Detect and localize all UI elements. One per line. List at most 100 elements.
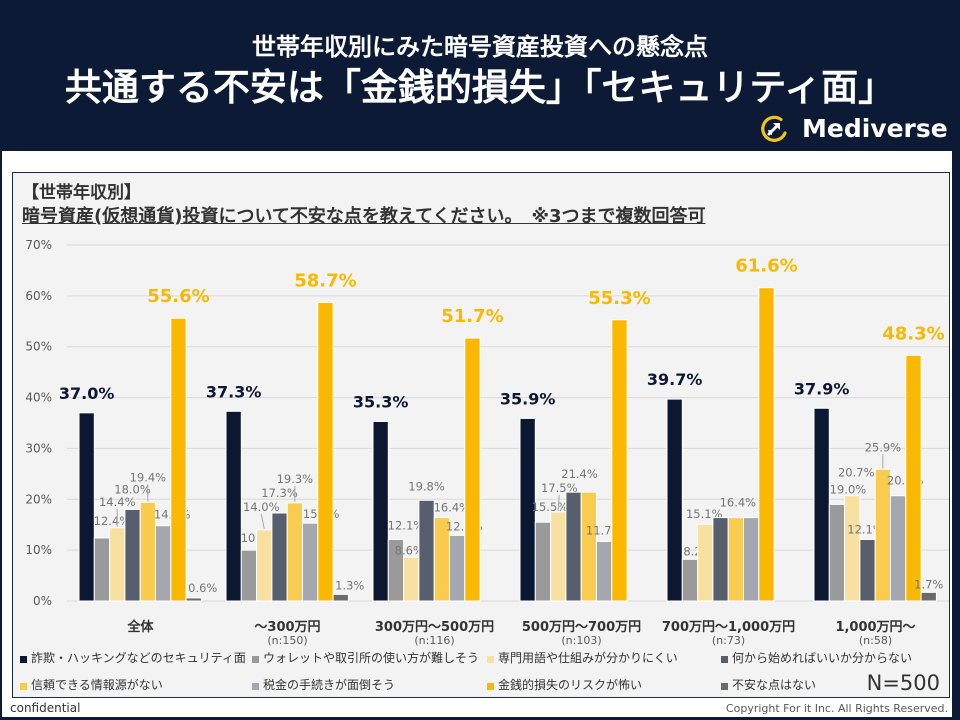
data-label: 25.9% — [865, 440, 902, 454]
brand-name: Mediverse — [802, 114, 948, 143]
bar — [905, 354, 922, 602]
legend-label: 不安な点はない — [732, 677, 817, 692]
data-label: 18.0% — [114, 482, 151, 496]
legend-item: 詐欺・ハッキングなどのセキュリティ面 — [20, 649, 246, 665]
data-label: 17.3% — [261, 486, 298, 500]
legend-label: 税金の手続きが面倒そう — [263, 677, 396, 692]
legend-swatch — [487, 683, 494, 690]
bar — [813, 407, 830, 602]
legend-swatch — [721, 656, 728, 663]
bar — [681, 558, 699, 602]
data-label: 20.7% — [838, 466, 875, 480]
legend-item: 不安な点はない — [721, 676, 816, 692]
legend-item: 専門用語や仕組みが分かりにくい — [487, 649, 678, 665]
y-tick-label: 40% — [25, 391, 52, 405]
bar — [93, 537, 111, 602]
bar — [124, 508, 141, 602]
bar — [844, 495, 861, 602]
legend-label: 金銭的損失のリスクが怖い — [498, 677, 643, 692]
data-label: 19.3% — [277, 472, 314, 486]
bar — [155, 525, 172, 602]
bar — [611, 319, 628, 602]
y-tick-label: 10% — [25, 543, 52, 557]
x-category-n: (n:58) — [859, 634, 892, 647]
y-tick-label: 70% — [25, 238, 52, 252]
bar — [185, 597, 202, 602]
data-label-highlight: 55.3% — [588, 288, 650, 309]
bar — [712, 517, 729, 602]
bar — [109, 527, 126, 602]
data-label-main: 35.3% — [353, 392, 409, 411]
x-category-n: (n:73) — [712, 634, 745, 647]
legend-item: ウォレットや取引所の使い方が難しそう — [252, 649, 479, 665]
page-title: 共通する不安は「金銭的損失」「セキュリティ面」 — [64, 66, 896, 109]
legend-label: 信頼できる情報源がない — [31, 677, 163, 692]
data-label: 16.4% — [434, 501, 471, 515]
x-category-n: (n:116) — [414, 634, 454, 647]
x-category-label: 500万円～700万円 — [522, 620, 641, 635]
x-category-label: ～300万円 — [254, 620, 320, 635]
bar — [271, 512, 288, 602]
bar — [372, 420, 389, 602]
bar — [697, 523, 714, 602]
leader-line — [260, 513, 265, 529]
bar — [418, 499, 435, 602]
data-label: 1.3% — [335, 578, 364, 592]
data-label-main: 37.0% — [59, 384, 115, 403]
bar — [519, 417, 536, 602]
confidential-label: confidential — [10, 701, 81, 715]
segment-tag: 【世帯年収別】 — [22, 183, 141, 203]
y-tick-label: 20% — [25, 492, 52, 506]
legend-label: 何から始めればいいか分からない — [732, 650, 913, 665]
legend-label: ウォレットや取引所の使い方が難しそう — [263, 650, 480, 665]
legend-swatch — [252, 683, 259, 690]
data-label: 19.8% — [408, 479, 445, 493]
data-label: 17.5% — [541, 481, 578, 495]
page-subtitle: 世帯年収別にみた暗号資産投資への懸念点 — [252, 33, 708, 61]
data-label: 8.6% — [395, 543, 424, 557]
data-label: 12.1% — [388, 518, 425, 532]
y-tick-label: 60% — [25, 289, 52, 303]
bar — [565, 491, 582, 602]
data-label: 1.7% — [914, 577, 943, 591]
legend-swatch — [20, 683, 27, 690]
bar — [78, 412, 95, 602]
bar — [302, 522, 319, 602]
x-category-label: 300万円～500万円 — [375, 620, 494, 635]
bar — [580, 491, 598, 602]
legend-item: 何から始めればいいか分からない — [721, 649, 912, 665]
bar — [828, 503, 846, 602]
legend-label: 詐欺・ハッキングなどのセキュリティ面 — [31, 650, 246, 665]
bar — [256, 529, 273, 602]
x-category-label: 700万円～1,000万円 — [662, 620, 795, 635]
bar — [534, 521, 552, 602]
data-label: 16.4% — [720, 496, 757, 510]
data-label: 0.6% — [188, 581, 217, 595]
legend-item: 信頼できる情報源がない — [20, 676, 163, 692]
bar — [464, 337, 481, 602]
bar — [225, 410, 242, 602]
bar — [550, 511, 567, 602]
sample-size: N=500 — [866, 671, 940, 695]
legend-swatch — [252, 656, 259, 663]
chart-card: 【世帯年収別】 暗号資産(仮想通貨)投資について不安な点を教えてください。 ※3… — [12, 172, 950, 698]
data-label-highlight: 61.6% — [735, 256, 797, 277]
bar — [317, 301, 334, 602]
x-category-label: 全体 — [126, 619, 154, 635]
bar — [286, 502, 304, 602]
data-label-main: 35.9% — [500, 389, 556, 408]
x-category-n: (n:150) — [267, 634, 307, 647]
legend-swatch — [20, 656, 27, 663]
bar — [332, 593, 349, 602]
data-label-highlight: 58.7% — [294, 270, 356, 291]
bar — [920, 591, 937, 602]
bar — [758, 287, 775, 602]
data-label-main: 37.9% — [794, 379, 850, 398]
data-label: 14.0% — [243, 500, 280, 514]
bar — [743, 517, 760, 602]
leader-line — [557, 494, 560, 512]
legend-item: 金銭的損失のリスクが怖い — [487, 676, 642, 692]
survey-question: 暗号資産(仮想通貨)投資について不安な点を教えてください。 ※3つまで複数回答可 — [22, 206, 706, 227]
bar — [727, 517, 745, 602]
data-label: 19.0% — [830, 482, 867, 496]
